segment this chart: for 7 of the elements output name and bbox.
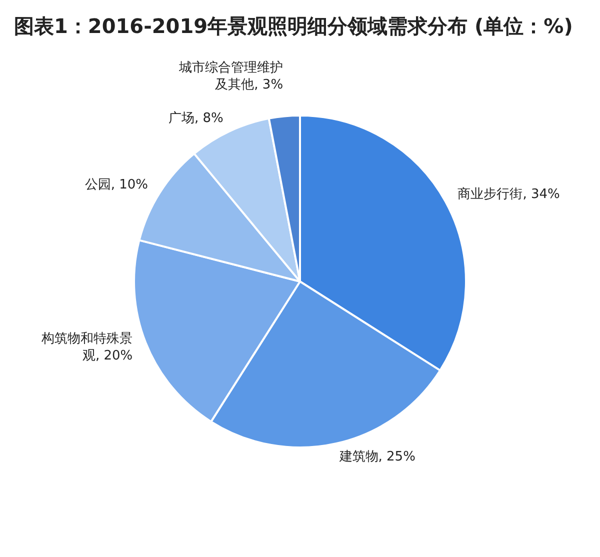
slice-label: 构筑物和特殊景观, 20% (40, 332, 133, 364)
slice-label: 公园, 10% (84, 177, 148, 192)
slice-label: 建筑物, 25% (338, 450, 416, 465)
slice-label: 广场, 8% (168, 111, 224, 126)
slice-label: 商业步行街, 34% (458, 187, 560, 202)
slice-label: 城市综合管理维护及其他, 3% (178, 60, 284, 93)
chart-title: 图表1：2016-2019年景观照明细分领域需求分布 (单位：%) (13, 13, 574, 40)
